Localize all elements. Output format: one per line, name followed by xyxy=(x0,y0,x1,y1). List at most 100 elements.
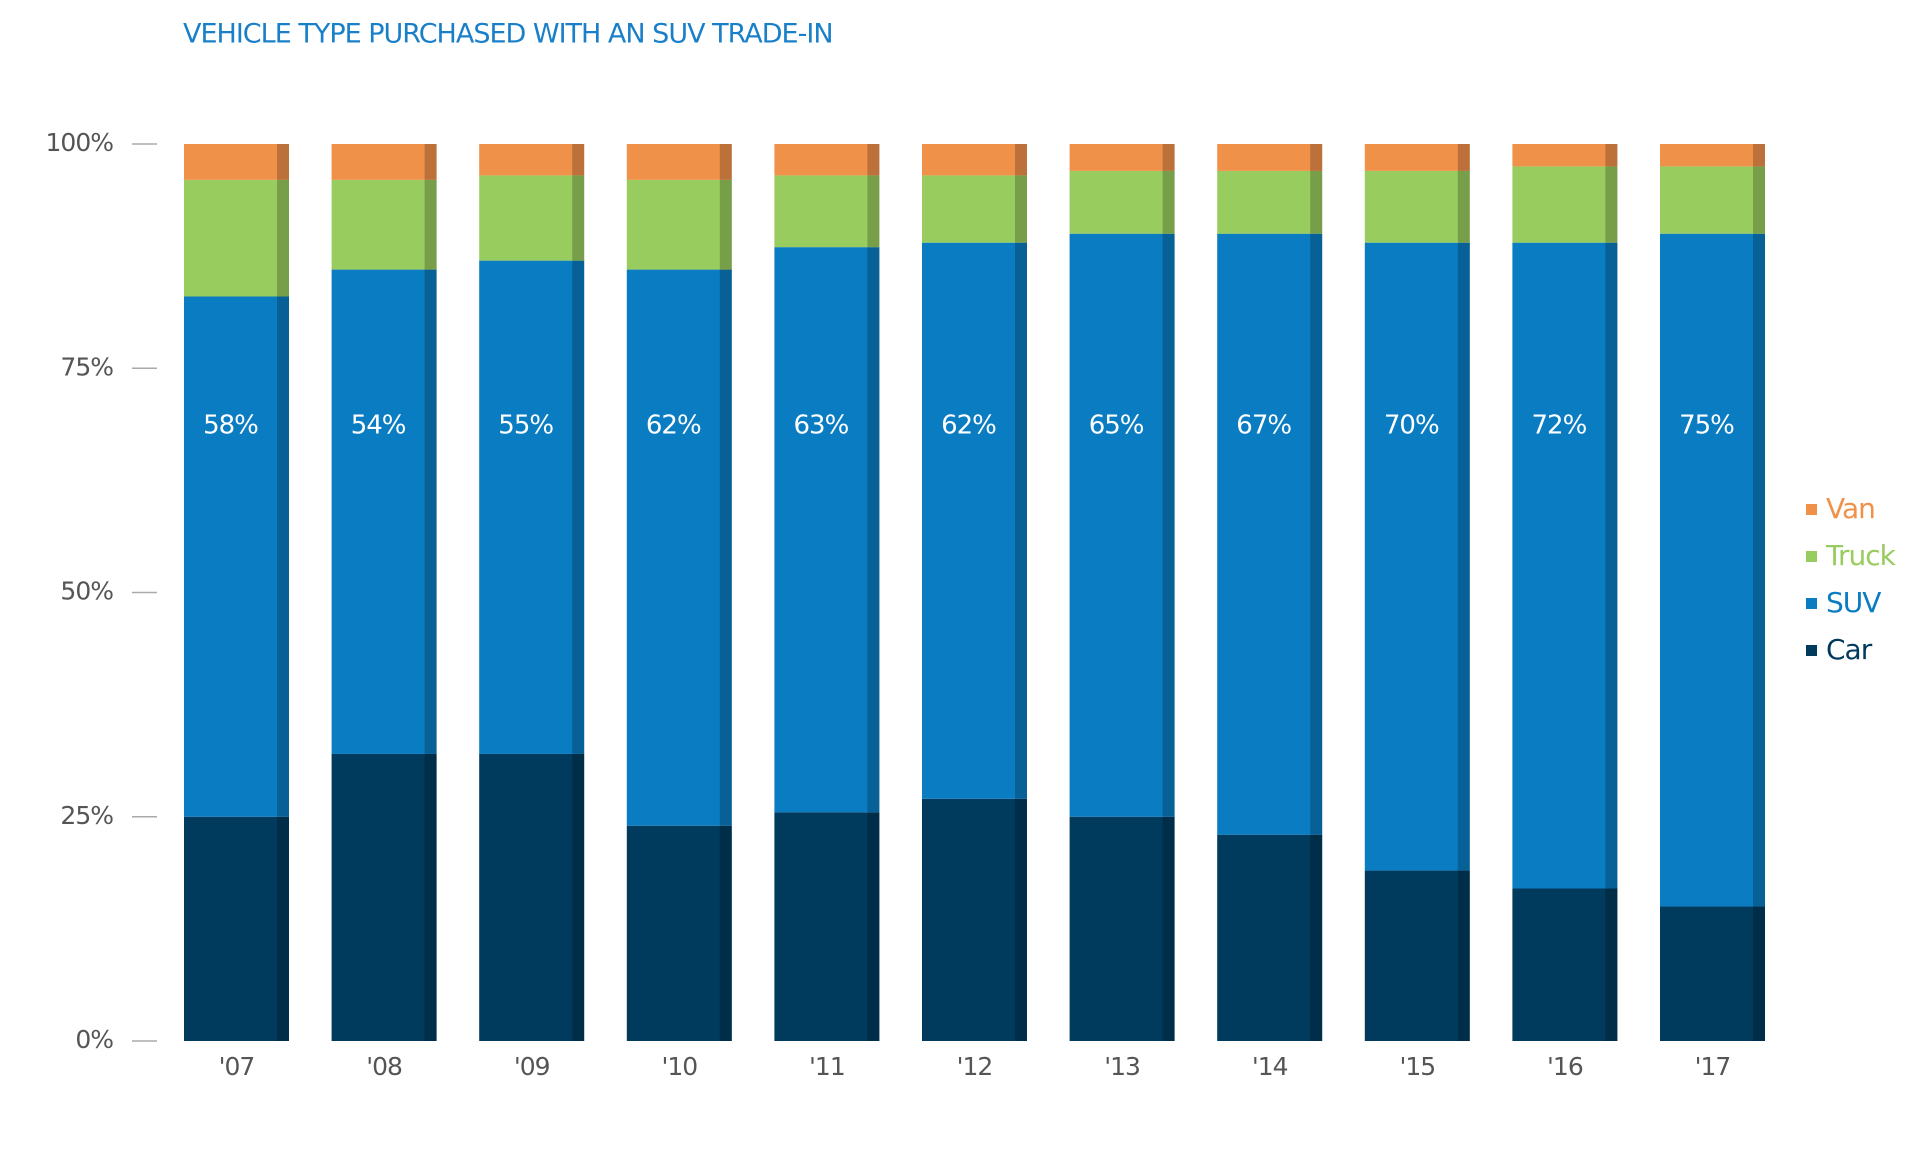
bar-segment xyxy=(626,825,732,1041)
bar-segment xyxy=(774,175,880,248)
bar-segment xyxy=(1217,170,1323,234)
bar-shade xyxy=(719,269,732,826)
x-tick-label: '13 xyxy=(1104,1052,1140,1081)
bar-shade xyxy=(572,260,585,754)
bar-segment xyxy=(1660,233,1765,907)
bar-segment xyxy=(479,260,585,754)
bar-segment xyxy=(922,175,1027,243)
value-label: 72% xyxy=(1532,411,1587,441)
bar-shade xyxy=(867,144,880,176)
x-tick-label: '07 xyxy=(219,1052,255,1081)
bar-shade xyxy=(1753,233,1765,907)
bar-segment xyxy=(1364,144,1470,171)
bar-shade xyxy=(1753,906,1765,1041)
y-tick-label: 0% xyxy=(75,1025,113,1054)
bar-segment xyxy=(626,269,732,826)
value-label: 63% xyxy=(794,411,849,441)
bar-shade xyxy=(1457,170,1470,243)
bar-segment xyxy=(184,816,289,1041)
bar-shade xyxy=(424,144,437,180)
bar-shade xyxy=(1753,166,1765,234)
value-label: 58% xyxy=(203,411,258,441)
legend-swatch xyxy=(1806,504,1817,515)
bar-shade xyxy=(277,296,289,817)
bar-segment xyxy=(922,144,1027,176)
bar-shade xyxy=(277,816,289,1041)
bar-segment xyxy=(184,179,289,297)
bar-shade xyxy=(1015,242,1027,799)
bar-segment xyxy=(331,269,437,754)
value-label: 70% xyxy=(1384,411,1439,441)
bar-shade xyxy=(1310,170,1323,234)
bar-segment xyxy=(626,144,732,180)
bar-shade xyxy=(1310,834,1323,1041)
bar-shade xyxy=(719,144,732,180)
value-label: 55% xyxy=(498,411,553,441)
legend-swatch xyxy=(1806,645,1817,656)
bar-shade xyxy=(424,179,437,270)
bar-shade xyxy=(1605,888,1618,1041)
bar-segment xyxy=(774,812,880,1041)
bar-shade xyxy=(1457,144,1470,171)
bar-segment xyxy=(1069,816,1175,1041)
bar-shade xyxy=(424,753,437,1041)
bar-segment xyxy=(331,179,437,270)
bar-segment xyxy=(774,144,880,176)
x-tick-label: '11 xyxy=(809,1052,845,1081)
legend-label: Truck xyxy=(1825,539,1897,572)
bar-segment xyxy=(331,144,437,180)
bar-segment xyxy=(1217,834,1323,1041)
bar-segment xyxy=(184,296,289,817)
bar-shade xyxy=(1015,798,1027,1041)
bar-segment xyxy=(1364,870,1470,1041)
bar-segment xyxy=(1069,233,1175,817)
x-tick-label: '15 xyxy=(1399,1052,1435,1081)
bar-segment xyxy=(479,144,585,176)
x-tick-label: '17 xyxy=(1695,1052,1731,1081)
legend-swatch xyxy=(1806,598,1817,609)
bar-shade xyxy=(1457,242,1470,871)
bar-segment xyxy=(479,753,585,1041)
bar-shade xyxy=(1015,175,1027,243)
bar-segment xyxy=(626,179,732,270)
bar-segment xyxy=(331,753,437,1041)
x-tick-label: '08 xyxy=(366,1052,402,1081)
bar-shade xyxy=(1605,166,1618,243)
value-label: 54% xyxy=(351,411,406,441)
x-tick-label: '16 xyxy=(1547,1052,1583,1081)
bar-shade xyxy=(277,144,289,180)
value-label: 65% xyxy=(1089,411,1144,441)
bar-segment xyxy=(1660,166,1765,234)
bar-shade xyxy=(1605,144,1618,167)
bar-segment xyxy=(184,144,289,180)
bar-shade xyxy=(1162,144,1175,171)
bar-segment xyxy=(1512,166,1618,243)
bar-shade xyxy=(572,753,585,1041)
legend-label: Van xyxy=(1826,492,1875,525)
bar-segment xyxy=(1364,242,1470,871)
bar-shade xyxy=(867,247,880,813)
y-tick-label: 25% xyxy=(60,801,113,830)
bar-shade xyxy=(1162,170,1175,234)
x-tick-label: '10 xyxy=(661,1052,697,1081)
bar-segment xyxy=(774,247,880,813)
value-label: 67% xyxy=(1236,411,1291,441)
x-tick-label: '09 xyxy=(514,1052,550,1081)
bar-segment xyxy=(1660,144,1765,167)
bar-segment xyxy=(1512,888,1618,1041)
bar-shade xyxy=(867,812,880,1041)
bar-shade xyxy=(277,179,289,297)
legend-label: SUV xyxy=(1826,586,1881,619)
bar-shade xyxy=(572,144,585,176)
bar-segment xyxy=(479,175,585,261)
value-label: 75% xyxy=(1679,411,1734,441)
y-tick-label: 100% xyxy=(46,128,114,157)
bar-shade xyxy=(1753,144,1765,167)
bar-shade xyxy=(719,825,732,1041)
bar-segment xyxy=(1512,144,1618,167)
value-label: 62% xyxy=(646,411,701,441)
bar-shade xyxy=(1162,816,1175,1041)
bar-segment xyxy=(1217,233,1323,835)
bar-shade xyxy=(1162,233,1175,817)
